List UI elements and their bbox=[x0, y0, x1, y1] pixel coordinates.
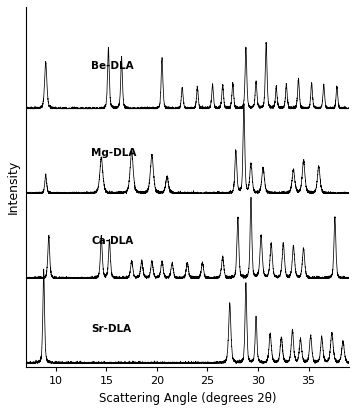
X-axis label: Scattering Angle (degrees 2θ): Scattering Angle (degrees 2θ) bbox=[99, 392, 276, 405]
Text: Ca-DLA: Ca-DLA bbox=[91, 236, 134, 246]
Text: Sr-DLA: Sr-DLA bbox=[91, 323, 131, 334]
Y-axis label: Intensity: Intensity bbox=[7, 160, 20, 214]
Text: Mg-DLA: Mg-DLA bbox=[91, 148, 137, 158]
Text: Be-DLA: Be-DLA bbox=[91, 61, 134, 70]
